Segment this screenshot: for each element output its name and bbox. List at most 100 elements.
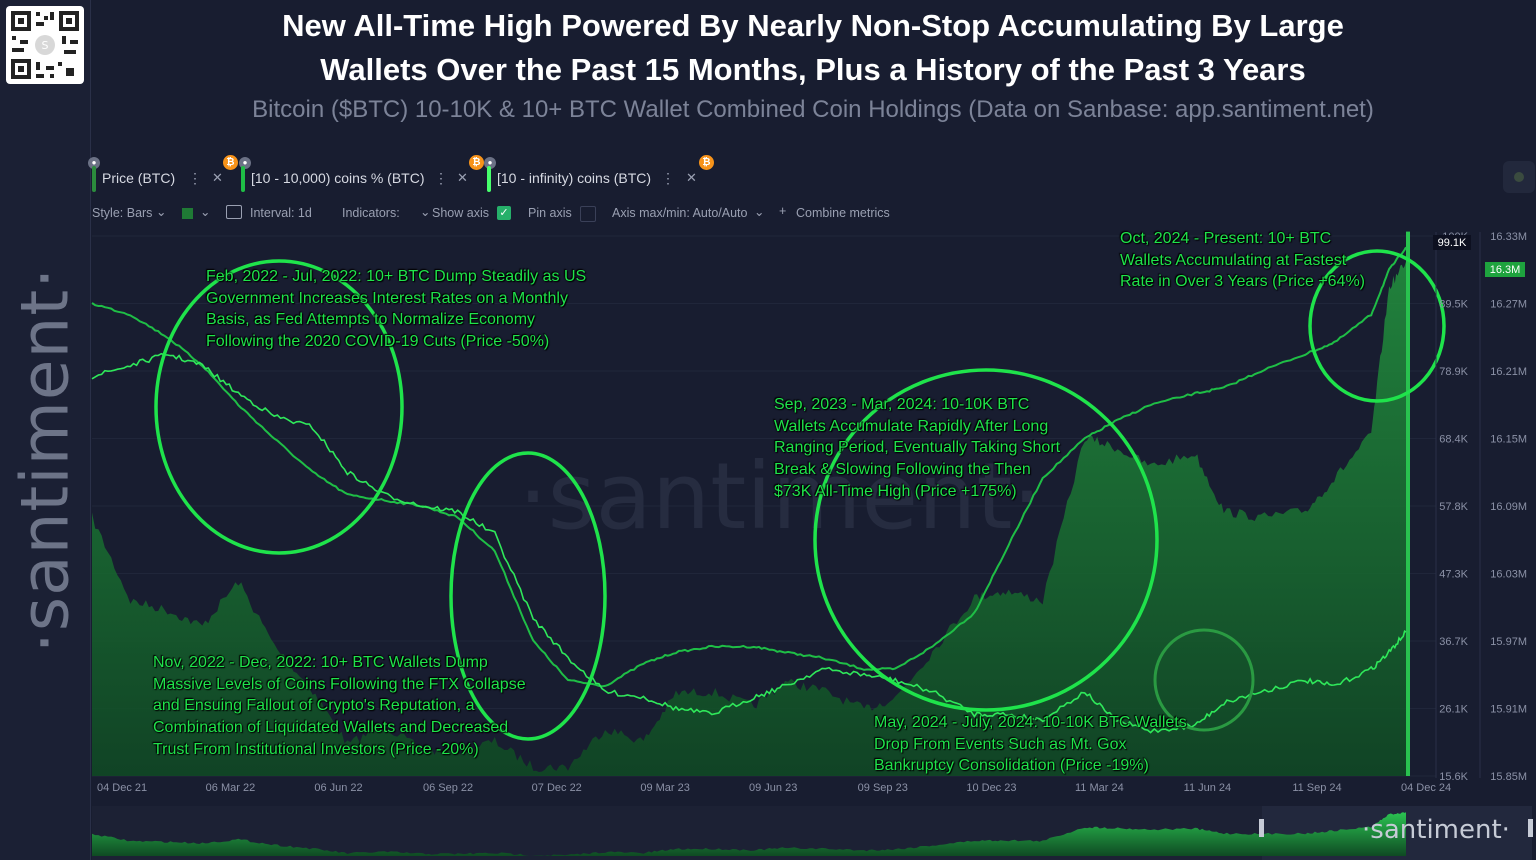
annotation-line: Break & Slowing Following the Then [774,461,1031,479]
lock-icon: ● [88,157,100,169]
metric-chip-label: Price (BTC) [102,170,176,186]
metric-chip-holdings-pct[interactable]: [10 - 10,000) coins % (BTC) ⋮ ✕ [241,162,473,194]
close-icon[interactable]: ✕ [212,170,223,185]
x-axis-tick: 06 Mar 22 [206,782,256,794]
minimap-handle-left[interactable] [1259,819,1264,837]
title-line-1: New All-Time High Powered By Nearly Non-… [282,8,1344,43]
axis-maxmin-select[interactable]: Axis max/min: Auto/Auto [612,206,748,220]
settings-dot-icon [1514,172,1524,182]
annotation-3: Sep, 2023 - Mar, 2024: 10-10K BTC Wallets… [774,394,1060,503]
minimap[interactable]: ·santiment· [92,806,1533,860]
left-brand-strip: S ·santiment· [0,0,91,860]
metric-chip-label: [10 - 10,000) coins % (BTC) [251,170,425,186]
annotation-line: Government Increases Interest Rates on a… [206,289,568,307]
current-holdings-badge: 16.3M [1485,262,1525,277]
menu-dots-icon[interactable]: ⋮ [188,170,202,186]
pin-axis-checkbox[interactable] [580,206,596,222]
x-axis-tick: 11 Jun 24 [1184,782,1232,794]
metric-color-bar [92,166,96,192]
annotation-line: Feb, 2022 - Jul, 2022: 10+ BTC Dump Stea… [206,268,587,285]
bitcoin-icon: ₿ [223,155,238,170]
x-axis-tick: 10 Dec 23 [966,782,1016,794]
right-axis-tick: 16.15M [1490,434,1527,446]
series-price-area [92,261,1406,777]
check-icon[interactable]: ✓ [497,206,511,220]
annotation-line: Sep, 2023 - Mar, 2024: 10-10K BTC [774,396,1030,413]
chart-settings-button[interactable] [1503,161,1535,193]
series-line-holdings-pct [91,246,1407,688]
interval-select[interactable]: Interval: 1d [250,206,312,220]
annotation-line: Bankruptcy Consolidation (Price -19%) [874,757,1149,775]
minimap-series [92,812,1406,856]
left-axis-tick: 26.1K [1439,704,1468,716]
close-icon[interactable]: ✕ [457,170,468,185]
bitcoin-icon: ₿ [469,155,484,170]
x-axis-tick: 11 Mar 24 [1075,782,1124,794]
indicators-select[interactable]: Indicators: [342,206,400,220]
bitcoin-icon: ₿ [699,155,714,170]
x-axis-tick: 09 Jun 23 [749,782,797,794]
x-axis-tick: 09 Mar 23 [640,782,690,794]
chevron-down-icon[interactable]: ⌄ [156,205,167,219]
minimap-brand: ·santiment· [1362,815,1510,845]
annotation-circles [154,249,1446,741]
menu-dots-icon[interactable]: ⋮ [661,170,675,186]
annotation-line: Wallets Accumulating at Fastest [1120,251,1347,269]
qr-code-icon: S [6,6,84,84]
annotation-line: $73K All-Time High (Price +175%) [774,482,1017,500]
left-axis-tick: 36.7K [1439,636,1468,648]
annotation-4: May, 2024 - July, 2024: 10-10K BTC Walle… [874,712,1187,777]
page-title: New All-Time High Powered By Nearly Non-… [100,4,1526,92]
annotation-2: Nov, 2022 - Dec, 2022: 10+ BTC Wallets D… [153,652,526,761]
annotation-line: Rate in Over 3 Years (Price +64%) [1120,273,1366,291]
show-axis-label: Show axis [432,206,489,220]
menu-dots-icon[interactable]: ⋮ [434,170,448,186]
right-axis: 16.33M 16.27M 16.21M 16.15M 16.09M 16.03M 15.9… [1490,231,1527,783]
watermark: ·santiment· [518,443,1041,550]
svg-text:S: S [42,39,49,52]
chart-toolbar: Style: Bars ⌄ ⌄ Interval: 1d Indicators:… [92,204,992,224]
chevron-down-icon[interactable]: ⌄ [200,205,211,219]
combine-metrics-button[interactable]: Combine metrics [796,206,890,220]
x-axis-tick: 04 Dec 24 [1401,782,1451,794]
annotation-line: Wallets Accumulate Rapidly After Long [774,417,1049,435]
page-subtitle: Bitcoin ($BTC) 10-10K & 10+ BTC Wallet C… [252,96,1374,123]
color-swatch[interactable] [182,208,193,219]
x-axis-tick: 07 Dec 22 [532,782,582,794]
metric-chip-price[interactable]: Price (BTC) ⋮ ✕ [92,162,232,194]
right-axis-tick: 15.85M [1490,771,1527,783]
right-axis-tick: 16.09M [1490,501,1527,513]
x-axis: 04 Dec 21 06 Mar 22 06 Jun 22 06 Sep 22 07 D… [97,782,1451,794]
right-axis-tick: 15.91M [1490,704,1527,716]
annotation-line: Nov, 2022 - Dec, 2022: 10+ BTC Wallets D… [153,654,488,671]
annotation-line: Drop From Events Such as Mt. Gox [874,735,1127,753]
current-holdings-label: 16.3M [1490,264,1521,276]
right-axis-tick: 16.33M [1490,231,1527,243]
series-layer [91,231,1410,777]
annotation-line: Combination of Liquidated Wallets and De… [153,719,509,737]
minimap-handle-right[interactable] [1528,819,1533,837]
annotation-line: Trust From Institutional Investors (Pric… [153,740,479,758]
x-axis-tick: 09 Sep 23 [858,782,908,794]
chevron-down-icon[interactable]: ⌄ [420,205,431,219]
right-axis-tick: 16.27M [1490,299,1527,311]
calendar-icon [226,205,242,219]
metric-chip-holdings[interactable]: [10 - infinity) coins (BTC) ⋮ ✕ [487,162,702,194]
left-axis: 100K89.5K78.9K68.4K57.8K47.3K36.7K26.1K1… [1439,231,1468,783]
metric-chip-label: [10 - infinity) coins (BTC) [497,170,652,186]
x-axis-tick: 04 Dec 21 [97,782,147,794]
style-select[interactable]: Style: Bars [92,206,153,220]
chevron-down-icon[interactable]: ⌄ [754,205,765,219]
close-icon[interactable]: ✕ [686,170,697,185]
plus-icon[interactable]: + [779,204,787,218]
right-axis-tick: 16.21M [1490,366,1527,378]
x-axis-tick: 06 Sep 22 [423,782,473,794]
annotation-1: Feb, 2022 - Jul, 2022: 10+ BTC Dump Stea… [206,266,586,353]
current-price-label: 99.1K [1438,237,1467,249]
annotation-circle-5 [1308,249,1446,403]
annotation-5: Oct, 2024 - Present: 10+ BTC Wallets Accu… [1120,228,1365,293]
current-price-badge: 99.1K [1433,235,1471,250]
left-axis-tick: 68.4K [1439,434,1468,446]
left-axis-tick: 89.5K [1439,299,1468,311]
